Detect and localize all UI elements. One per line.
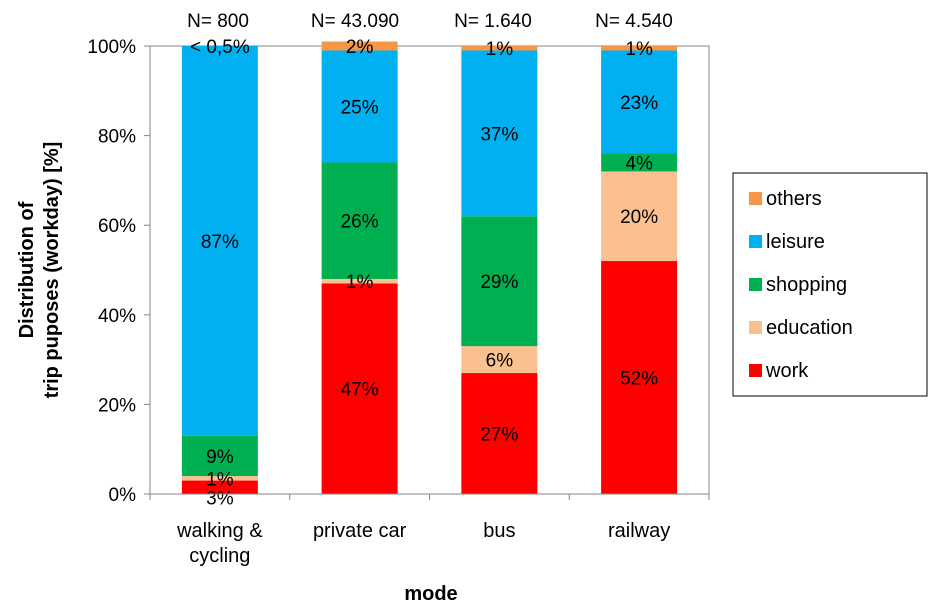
data-label-shopping: 4% — [625, 153, 653, 174]
data-label-work: 3% — [206, 488, 234, 509]
data-label-leisure: 37% — [480, 124, 518, 145]
legend-label: work — [765, 360, 809, 382]
data-label-work: 47% — [341, 380, 379, 401]
bar-education — [321, 278, 398, 284]
legend-label: leisure — [766, 231, 825, 253]
sample-size-labels: N= 800 N= 43.090 N= 1.640 N= 4.540 — [187, 11, 673, 32]
x-tick-label: bus — [483, 520, 515, 542]
data-label-education: 6% — [486, 351, 514, 372]
data-label-leisure: 25% — [341, 97, 379, 118]
data-label-education: 1% — [346, 272, 374, 293]
bar-leisure — [601, 50, 678, 154]
legend-swatch — [749, 235, 762, 248]
y-tick-label: 100% — [87, 37, 136, 58]
bar-leisure — [181, 46, 258, 436]
bar-others — [461, 46, 538, 51]
legend-swatch — [749, 278, 762, 291]
y-ticks: 0% 20% 40% 60% 80% 100% — [87, 37, 150, 506]
bar-leisure — [321, 50, 398, 163]
legend-item-work: work — [749, 360, 809, 382]
data-label-shopping: 29% — [480, 272, 518, 293]
y-tick-label: 0% — [109, 485, 137, 506]
bar-education — [461, 346, 538, 374]
y-tick-label: 40% — [98, 306, 136, 327]
data-label-education: 20% — [620, 207, 658, 228]
x-tick-label: private car — [313, 520, 407, 542]
data-label-others: < 0,5% — [190, 37, 250, 58]
data-label-work: 52% — [620, 369, 658, 390]
sample-size-label: N= 4.540 — [595, 11, 673, 32]
bar-shopping — [181, 435, 258, 477]
bar-shopping — [321, 162, 398, 279]
data-label-leisure: 87% — [201, 232, 239, 253]
x-tick-label: walking & cycling — [176, 520, 263, 567]
data-label-leisure: 23% — [620, 93, 658, 114]
data-label-others: 1% — [625, 39, 653, 60]
legend-swatch — [749, 321, 762, 334]
legend: others leisure shopping education work — [732, 172, 928, 397]
data-label-education: 1% — [206, 469, 234, 490]
data-label-shopping: 9% — [206, 447, 234, 468]
bar-leisure — [461, 50, 538, 217]
bar-work — [461, 373, 538, 494]
sample-size-label: N= 1.640 — [454, 11, 532, 32]
y-axis-title: Distribution of trip puposes (workday) [%… — [16, 142, 63, 399]
bar-shopping — [461, 216, 538, 347]
sample-size-label: N= 800 — [187, 11, 249, 32]
bar-work — [601, 261, 678, 494]
data-label-work: 27% — [480, 425, 518, 446]
bar-education — [181, 476, 258, 481]
legend-box — [732, 172, 928, 397]
legend-item-others: others — [749, 188, 822, 210]
sample-size-label: N= 43.090 — [311, 11, 399, 32]
bar-labels: 3%1%9%87%< 0,5%47%1%26%25%2%27%6%29%37%1… — [190, 37, 658, 509]
bar-others — [321, 41, 398, 51]
bar-education — [601, 171, 678, 262]
data-label-others: 1% — [486, 39, 514, 60]
y-axis-title-text: Distribution of trip puposes (workday) [%… — [16, 142, 63, 399]
y-tick-label: 60% — [98, 216, 136, 237]
legend-label: education — [766, 317, 853, 339]
legend-swatch — [749, 364, 762, 377]
legend-swatch — [749, 192, 762, 205]
x-tick-label: railway — [608, 520, 670, 542]
x-category-labels: walking & cycling private car bus railway — [149, 494, 710, 567]
bar-shopping — [601, 153, 678, 172]
bar-work — [181, 480, 258, 494]
y-tick-label: 80% — [98, 127, 136, 148]
data-label-shopping: 26% — [341, 212, 379, 233]
legend-item-education: education — [749, 317, 853, 339]
bars — [181, 41, 678, 494]
bar-work — [321, 283, 398, 494]
x-axis-title: mode — [404, 583, 457, 604]
legend-item-shopping: shopping — [749, 274, 847, 296]
data-label-others: 2% — [346, 37, 374, 58]
legend-label: shopping — [766, 274, 847, 296]
y-tick-label: 20% — [98, 395, 136, 416]
legend-item-leisure: leisure — [749, 231, 825, 253]
bar-others — [601, 46, 678, 51]
legend-label: others — [766, 188, 822, 210]
